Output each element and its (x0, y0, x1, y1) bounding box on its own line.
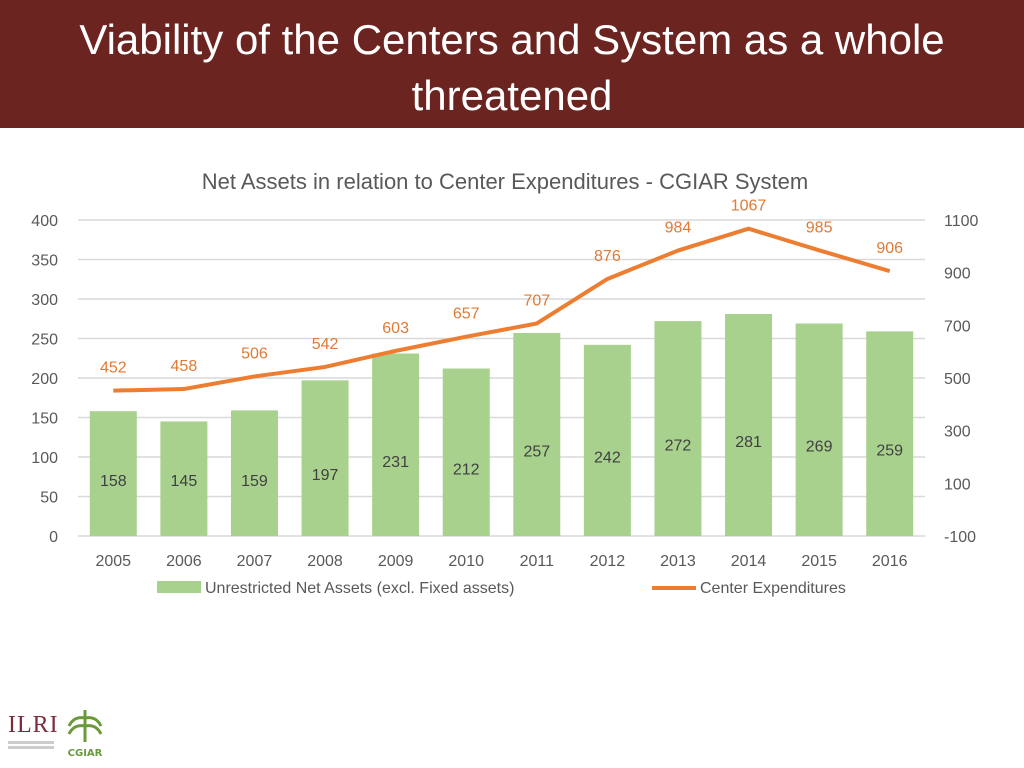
bar (513, 332, 561, 536)
x-tick-label: 2013 (660, 553, 696, 570)
bar-data-label: 159 (241, 473, 268, 490)
line-data-label: 603 (382, 320, 409, 337)
bar (301, 380, 349, 536)
bar-data-label: 259 (876, 443, 903, 460)
left-tick-label: 100 (31, 450, 58, 467)
right-tick-label: 700 (944, 318, 971, 335)
right-tick-label: 100 (944, 476, 971, 493)
left-tick-label: 400 (31, 213, 58, 230)
line-data-label: 1067 (731, 198, 767, 215)
bar (230, 410, 278, 536)
line-data-label: 458 (171, 358, 198, 375)
wheat-icon (67, 710, 103, 742)
left-tick-label: 300 (31, 292, 58, 309)
left-tick-label: 250 (31, 332, 58, 349)
legend-label-bars: Unrestricted Net Assets (excl. Fixed ass… (205, 580, 514, 597)
legend-label-line: Center Expenditures (700, 580, 846, 597)
line-data-label: 707 (523, 292, 550, 309)
legend-swatch-bars (157, 581, 201, 593)
x-tick-label: 2010 (448, 553, 484, 570)
line-data-label: 984 (665, 220, 692, 237)
bar-data-label: 257 (523, 443, 550, 460)
left-tick-label: 50 (40, 490, 58, 507)
x-tick-label: 2014 (731, 553, 767, 570)
bar (654, 321, 702, 536)
bar (160, 421, 208, 536)
bar (89, 411, 137, 536)
right-tick-label: 1100 (944, 213, 979, 230)
bar-data-label: 212 (453, 461, 480, 478)
chart-title: Net Assets in relation to Center Expendi… (202, 169, 808, 194)
x-tick-label: 2006 (166, 553, 202, 570)
bar-data-label: 281 (735, 434, 762, 451)
right-tick-label: -100 (944, 529, 976, 546)
x-tick-label: 2007 (237, 553, 273, 570)
legend: Unrestricted Net Assets (excl. Fixed ass… (157, 580, 846, 597)
line-data-label: 876 (594, 248, 621, 265)
bar-data-label: 242 (594, 449, 621, 466)
left-tick-label: 150 (31, 411, 58, 428)
line-data-label: 542 (312, 336, 339, 353)
x-tick-label: 2015 (801, 553, 837, 570)
right-tick-label: 300 (944, 424, 971, 441)
line-data-label: 985 (806, 219, 833, 236)
bar-data-label: 145 (171, 473, 198, 490)
bar (583, 344, 631, 536)
bar (372, 353, 420, 536)
right-tick-label: 900 (944, 266, 971, 283)
bar (866, 331, 914, 536)
bar-data-label: 197 (312, 467, 339, 484)
x-tick-label: 2012 (590, 553, 626, 570)
slide-title: Viability of the Centers and System as a… (0, 0, 1024, 128)
chart: Net Assets in relation to Center Expendi… (31, 169, 979, 597)
cgiar-logo: CGIAR (64, 708, 106, 759)
line-series (113, 226, 891, 393)
bar-data-label: 272 (665, 438, 692, 455)
right-tick-label: 500 (944, 371, 971, 388)
x-tick-label: 2011 (520, 553, 555, 570)
bar (725, 314, 773, 536)
line-data-label: 657 (453, 306, 480, 323)
bar-data-label: 158 (100, 473, 127, 490)
ilri-logo: ILRI (8, 712, 60, 749)
bar (442, 368, 490, 536)
line-data-label: 906 (876, 240, 903, 257)
x-tick-label: 2005 (95, 553, 131, 570)
x-tick-label: 2016 (872, 553, 908, 570)
bar (795, 323, 843, 536)
bar-data-label: 269 (806, 439, 833, 456)
left-tick-label: 200 (31, 371, 58, 388)
left-tick-label: 0 (49, 529, 58, 546)
bar-data-label: 231 (382, 454, 409, 471)
left-tick-label: 350 (31, 253, 58, 270)
line-data-label: 452 (100, 360, 127, 377)
x-tick-label: 2009 (378, 553, 414, 570)
line-data-label: 506 (241, 345, 268, 362)
x-tick-label: 2008 (307, 553, 343, 570)
